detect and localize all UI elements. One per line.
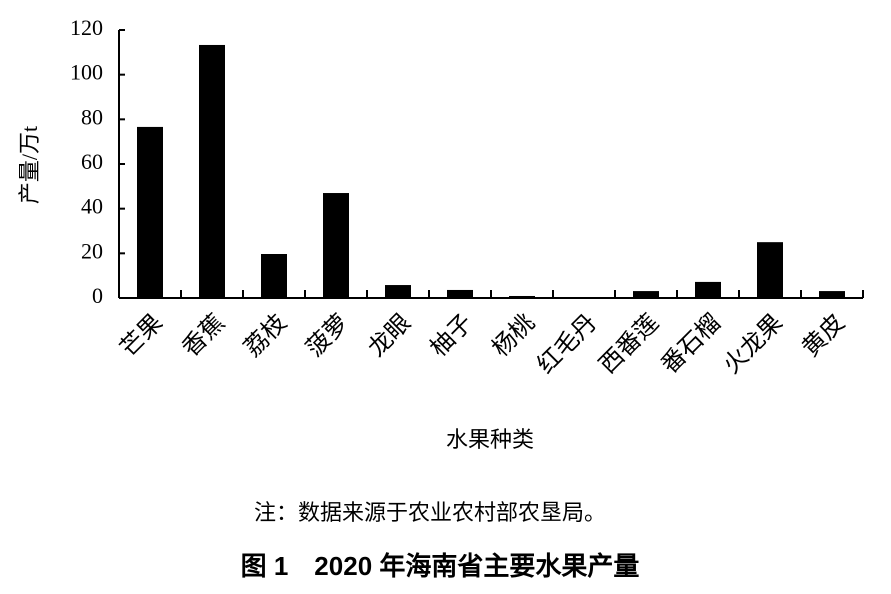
- bar: [385, 285, 411, 298]
- chart-title: 图 1 2020 年海南省主要水果产量: [241, 551, 640, 581]
- bar: [571, 297, 597, 298]
- x-tick-label: 杨桃: [487, 309, 540, 362]
- bar: [199, 44, 225, 298]
- y-tick-label: 0: [92, 283, 103, 308]
- x-tick-label: 龙眼: [363, 309, 416, 362]
- y-axis-label: 产量/万t: [17, 126, 42, 204]
- bar: [819, 291, 845, 298]
- x-tick-label: 菠萝: [301, 309, 354, 362]
- y-tick-label: 60: [81, 149, 103, 174]
- x-tick-label: 黄皮: [797, 309, 850, 362]
- y-tick-label: 40: [81, 194, 103, 219]
- x-axis-label: 水果种类: [446, 427, 534, 452]
- y-tick-label: 80: [81, 104, 103, 129]
- bar: [447, 289, 473, 298]
- x-tick-label: 香蕉: [177, 309, 230, 362]
- bar: [323, 193, 349, 298]
- x-tick-label: 火龙果: [718, 309, 788, 379]
- x-tick-label: 柚子: [425, 309, 478, 362]
- x-tick-label: 番石榴: [656, 309, 726, 379]
- y-tick-label: 100: [70, 60, 103, 85]
- x-tick-label: 西番莲: [594, 309, 664, 379]
- bar: [695, 281, 721, 298]
- x-tick-label: 芒果: [115, 309, 168, 362]
- bar: [137, 126, 163, 298]
- y-tick-label: 20: [81, 238, 103, 263]
- x-tick-label: 红毛丹: [532, 309, 602, 379]
- bar: [757, 242, 783, 298]
- bar: [633, 291, 659, 298]
- chart-note: 注：数据来源于农业农村部农垦局。: [254, 500, 606, 525]
- bar: [261, 254, 287, 298]
- x-tick-label: 荔枝: [239, 309, 292, 362]
- y-tick-label: 120: [70, 15, 103, 40]
- bar: [509, 295, 535, 298]
